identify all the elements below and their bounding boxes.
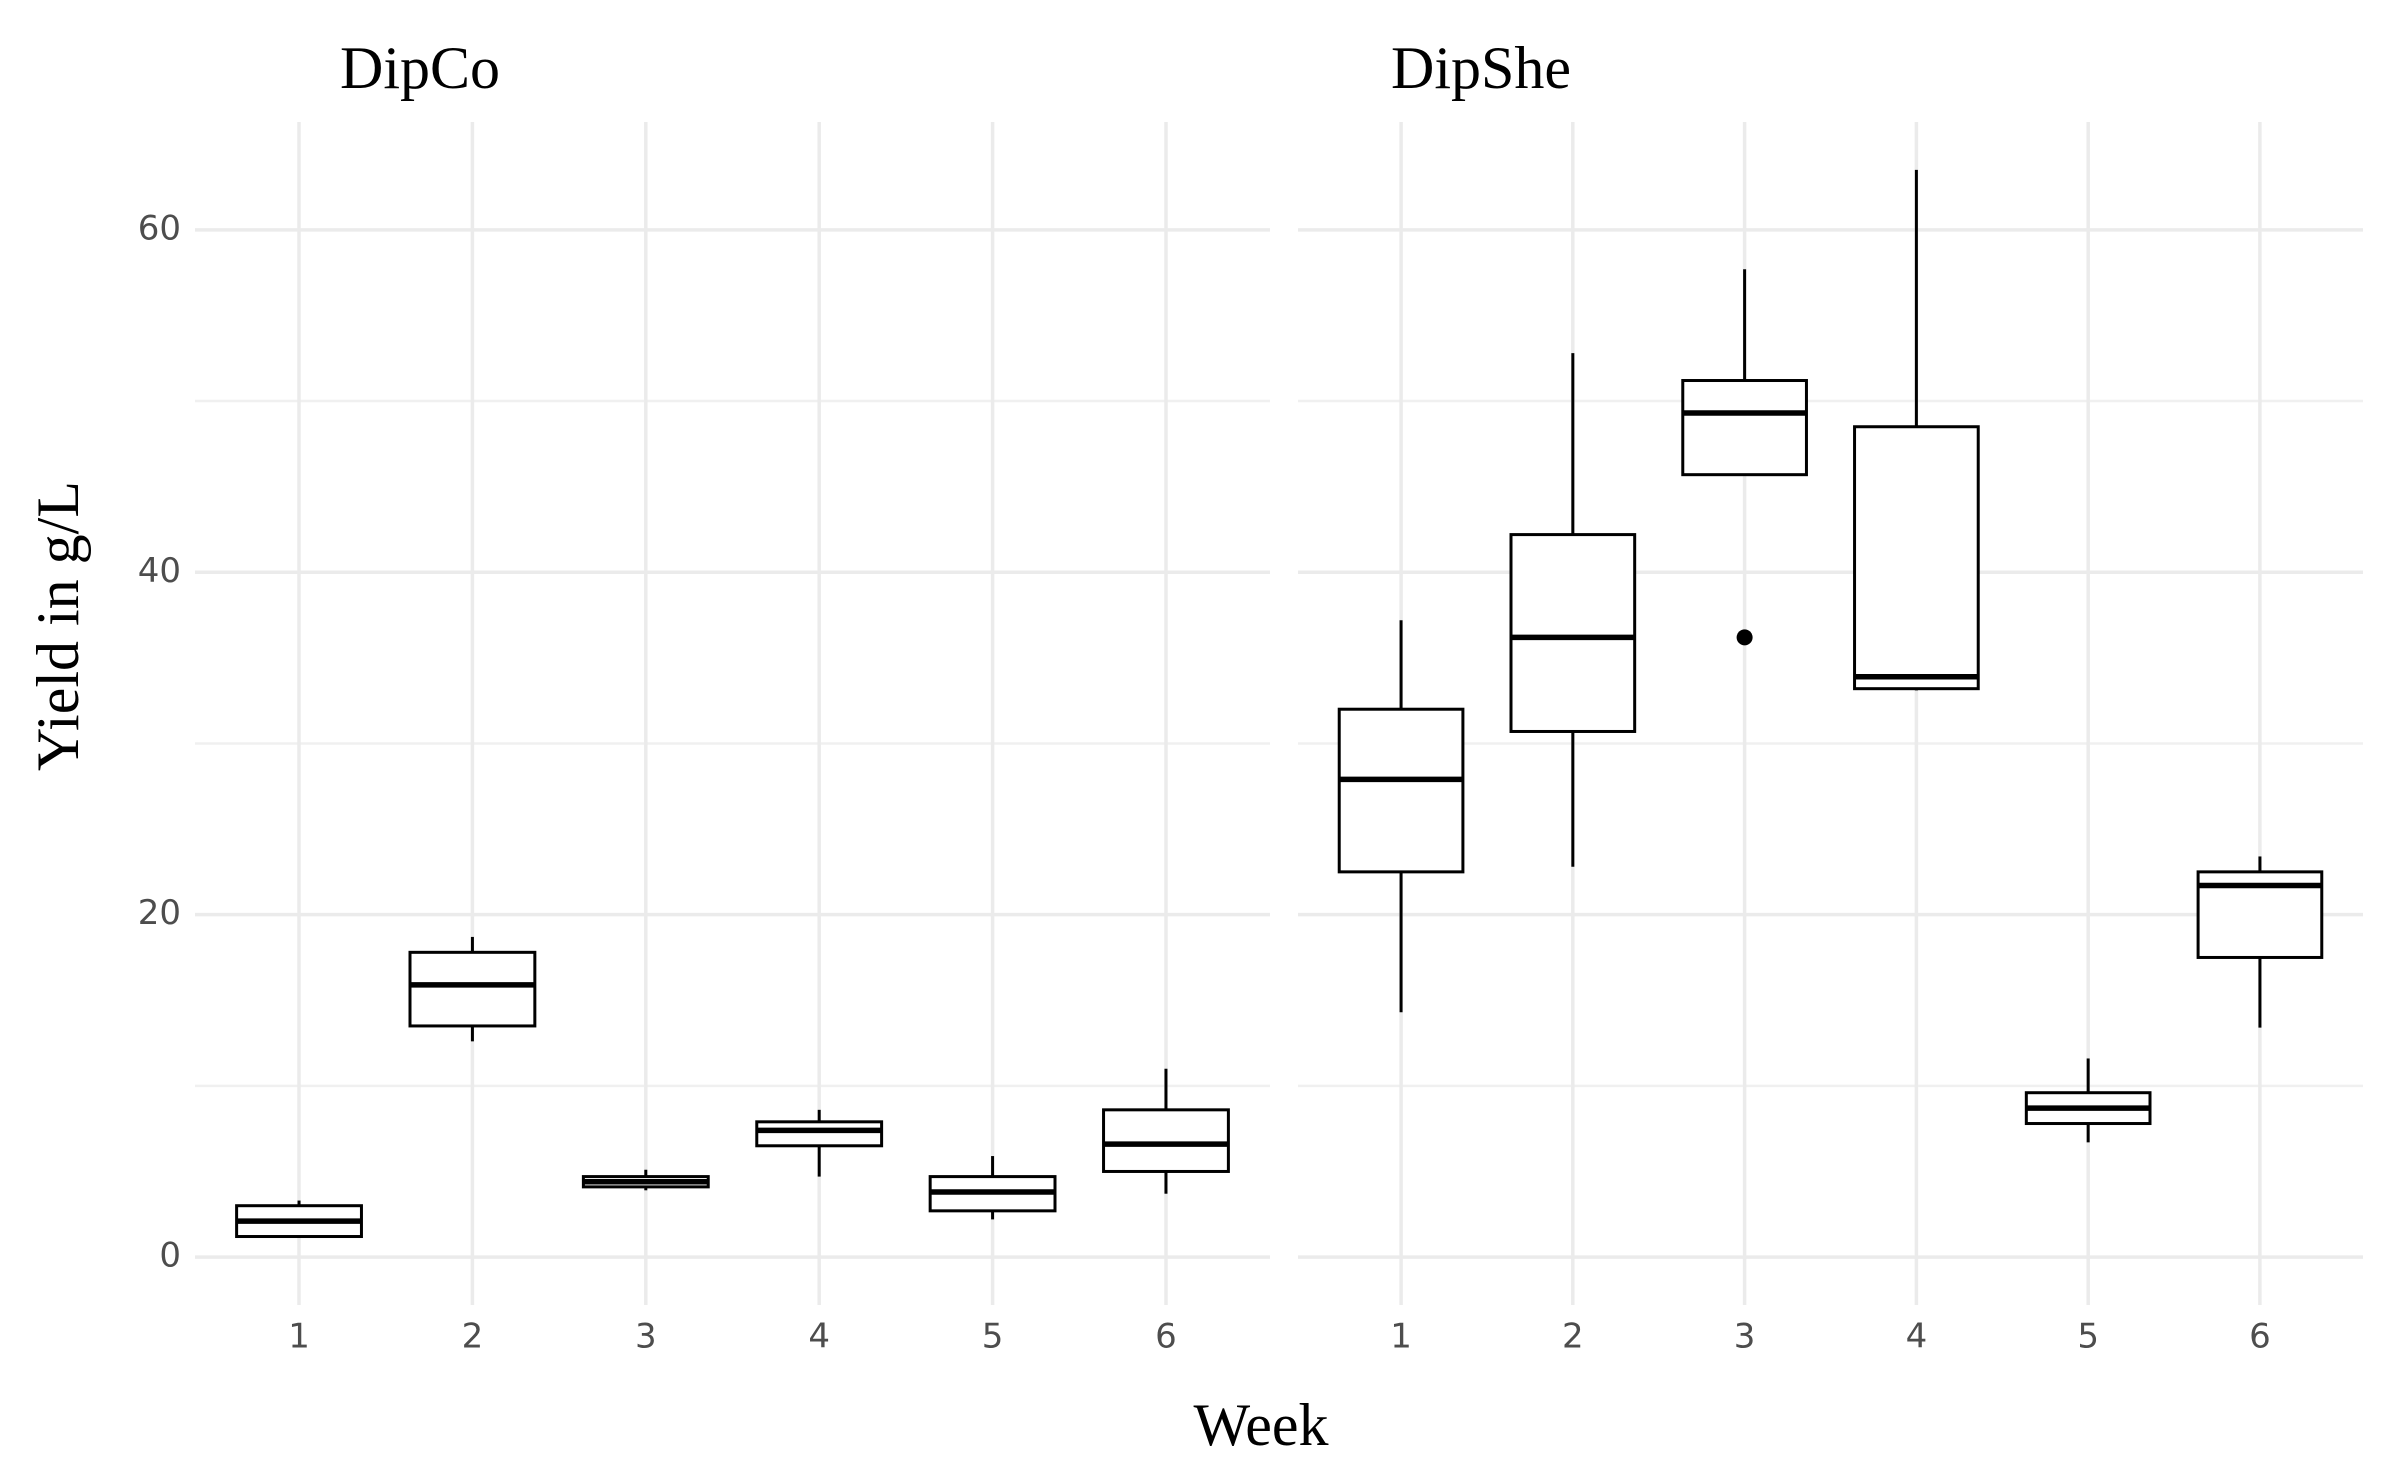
x-tick-label: 6 [1155, 1317, 1177, 1357]
panel-title: DipShe [1391, 35, 1571, 101]
y-tick-label: 0 [159, 1236, 181, 1276]
x-tick-label: 3 [635, 1317, 657, 1357]
x-tick-label: 2 [462, 1317, 484, 1357]
box [1337, 707, 1465, 874]
box [1102, 1108, 1230, 1173]
y-tick-label: 40 [138, 551, 181, 591]
x-tick-label: 6 [2249, 1317, 2271, 1357]
box [1509, 533, 1637, 733]
y-tick-label: 20 [138, 893, 181, 933]
y-axis-label: Yield in g/L [25, 481, 91, 771]
x-tick-label: 5 [2077, 1317, 2099, 1357]
x-tick-label: 1 [288, 1317, 310, 1357]
box [408, 950, 537, 1028]
x-tick-label: 3 [1734, 1317, 1756, 1357]
panel-title: DipCo [340, 35, 500, 101]
x-tick-label: 4 [1906, 1317, 1928, 1357]
y-tick-label: 60 [138, 208, 181, 248]
box [755, 1120, 884, 1148]
x-axis-label: Week [1193, 1392, 1328, 1458]
x-tick-label: 1 [1390, 1317, 1412, 1357]
x-tick-label: 2 [1562, 1317, 1584, 1357]
box [1681, 379, 1808, 477]
box [1853, 425, 1980, 691]
x-tick-label: 5 [982, 1317, 1004, 1357]
outlier [1736, 629, 1753, 646]
x-tick-label: 4 [808, 1317, 830, 1357]
